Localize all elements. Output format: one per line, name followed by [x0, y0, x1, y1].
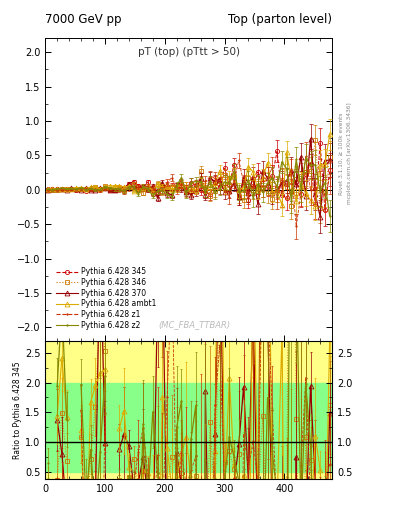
Y-axis label: Ratio to Pythia 6.428 345: Ratio to Pythia 6.428 345: [13, 361, 22, 459]
Text: Rivet 3.1.10, ≥ 100k events: Rivet 3.1.10, ≥ 100k events: [339, 112, 344, 195]
Text: (MC_FBA_TTBAR): (MC_FBA_TTBAR): [158, 320, 230, 329]
Text: Top (parton level): Top (parton level): [228, 13, 332, 26]
Legend: Pythia 6.428 345, Pythia 6.428 346, Pythia 6.428 370, Pythia 6.428 ambt1, Pythia: Pythia 6.428 345, Pythia 6.428 346, Pyth…: [55, 266, 158, 331]
Text: pT (top) (pTtt > 50): pT (top) (pTtt > 50): [138, 48, 240, 57]
Text: 7000 GeV pp: 7000 GeV pp: [45, 13, 122, 26]
Text: mcplots.cern.ch [arXiv:1306.3436]: mcplots.cern.ch [arXiv:1306.3436]: [347, 103, 352, 204]
